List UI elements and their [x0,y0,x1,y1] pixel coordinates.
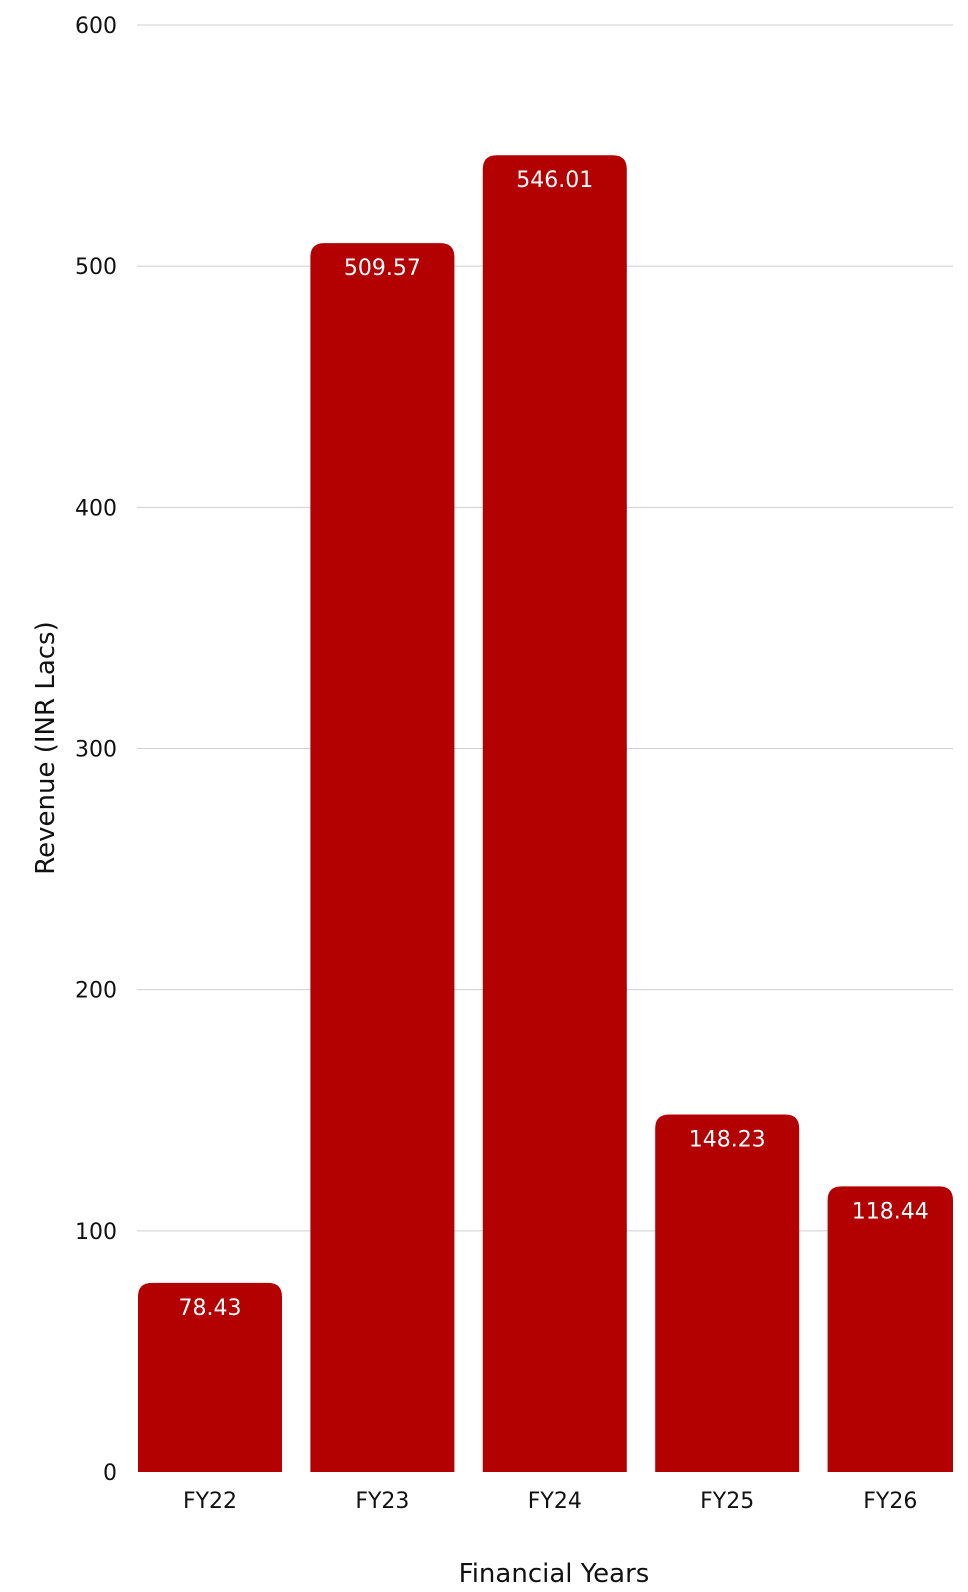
bar-fy26 [827,1186,953,1472]
data-label: 546.01 [516,168,593,193]
x-tick-label: FY25 [700,1489,754,1514]
data-labels: 78.43 509.57 546.01 148.23 118.44 [179,168,929,1321]
x-tick-label: FY23 [355,1489,409,1514]
y-tick-label: 200 [75,979,117,1004]
bars [138,155,953,1472]
bar-fy24 [482,155,627,1472]
x-axis-ticks: FY22 FY23 FY24 FY25 FY26 [183,1489,917,1514]
bar-fy25 [655,1114,800,1472]
data-label: 148.23 [689,1128,766,1153]
y-tick-label: 500 [75,255,117,280]
y-tick-label: 400 [75,496,117,521]
y-axis-title: Revenue (INR Lacs) [31,621,61,875]
data-label: 509.57 [344,256,421,281]
y-tick-label: 300 [75,738,117,763]
x-tick-label: FY24 [528,1489,582,1514]
y-tick-label: 0 [103,1461,117,1486]
x-tick-label: FY26 [863,1489,917,1514]
y-tick-label: 600 [75,14,117,39]
bar-fy22 [138,1282,282,1472]
x-axis-title: Financial Years [459,1559,650,1589]
data-label: 78.43 [179,1296,242,1321]
x-tick-label: FY22 [183,1489,237,1514]
y-axis-ticks: 0 100 200 300 400 500 600 [75,14,117,1486]
data-label: 118.44 [852,1199,929,1224]
bar-fy23 [310,243,455,1472]
y-tick-label: 100 [75,1220,117,1245]
